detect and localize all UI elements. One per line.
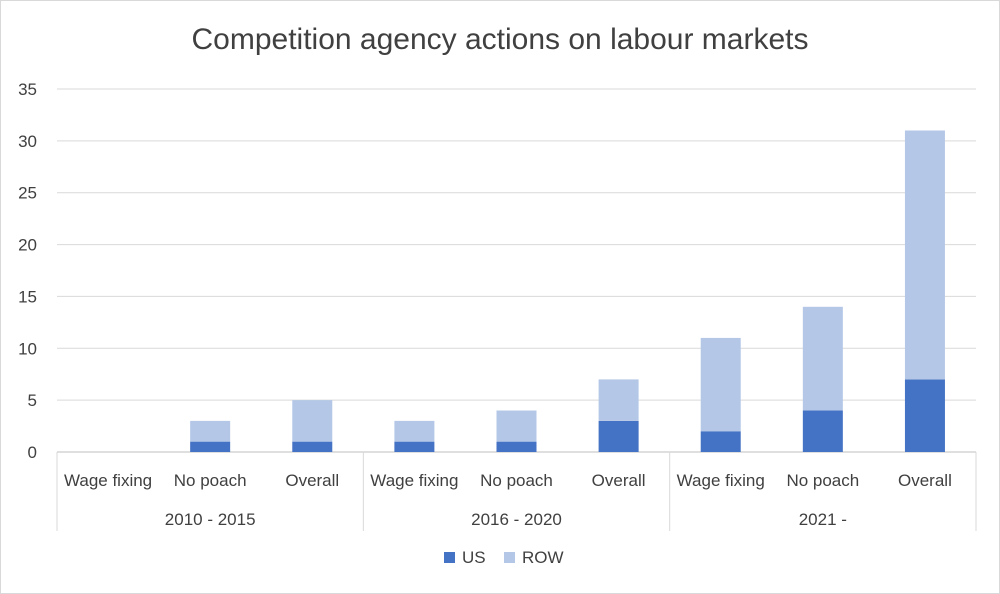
bar-row (904, 130, 945, 380)
y-tick-label: 35 (18, 80, 37, 99)
bar-us (598, 420, 639, 452)
x-category-label: No poach (174, 471, 247, 490)
bar-row (598, 379, 639, 421)
x-category-label: Wage fixing (370, 471, 458, 490)
x-category-label: Overall (592, 471, 646, 490)
bar-row (394, 420, 435, 442)
legend-label-row: ROW (522, 548, 564, 567)
y-tick-label: 30 (18, 132, 37, 151)
chart-title: Competition agency actions on labour mar… (191, 23, 809, 56)
bar-row (190, 420, 231, 442)
bar-us (394, 441, 435, 452)
bar-row (292, 400, 333, 442)
y-tick-label: 5 (28, 391, 37, 410)
bar-us (802, 410, 843, 452)
legend-label-us: US (462, 548, 486, 567)
bar-us (292, 441, 333, 452)
bar-row (496, 410, 537, 442)
x-category-label: Wage fixing (677, 471, 765, 490)
x-category-label: Wage fixing (64, 471, 152, 490)
bar-us (496, 441, 537, 452)
x-group-label: 2016 - 2020 (471, 510, 562, 529)
bar-us (190, 441, 231, 452)
x-category-label: Overall (285, 471, 339, 490)
y-tick-label: 0 (28, 443, 37, 462)
y-tick-label: 20 (18, 236, 37, 255)
bar-row (700, 337, 741, 432)
bar-us (904, 379, 945, 452)
x-category-label: Overall (898, 471, 952, 490)
y-tick-label: 10 (18, 339, 37, 358)
legend-swatch-us (444, 552, 455, 563)
x-category-label: No poach (786, 471, 859, 490)
x-category-label: No poach (480, 471, 553, 490)
y-tick-label: 25 (18, 184, 37, 203)
bar-row (802, 306, 843, 411)
legend-swatch-row (504, 552, 515, 563)
y-tick-label: 15 (18, 287, 37, 306)
x-group-label: 2010 - 2015 (165, 510, 256, 529)
bar-us (700, 431, 741, 452)
x-group-label: 2021 - (799, 510, 847, 529)
